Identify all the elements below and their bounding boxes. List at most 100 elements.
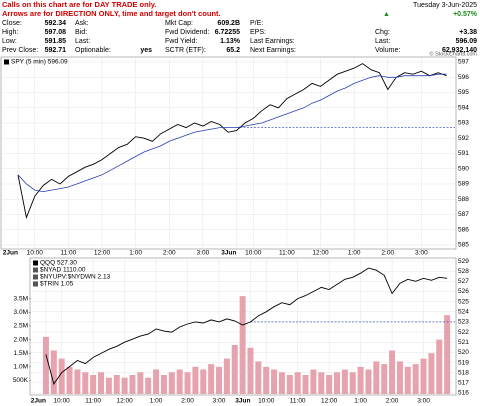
volume-bar — [381, 364, 388, 394]
field-label: High: — [2, 29, 18, 36]
field-value: 596.09 — [456, 38, 478, 45]
volume-bar — [357, 366, 364, 394]
y-tick-label: 590 — [458, 165, 469, 172]
x-tick-label: 12:00 — [116, 398, 133, 405]
volume-bar — [74, 369, 81, 394]
y2-tick-label: 3.5M — [14, 296, 28, 303]
volume-bar — [278, 372, 285, 394]
volume-bar — [436, 339, 443, 394]
field-label: Last Earnings: — [250, 38, 295, 45]
x-tick-label: 10:00 — [258, 398, 275, 405]
y2-tick-label: 500K — [13, 377, 29, 384]
notice: Calls on this chart are for DAY TRADE on… — [2, 0, 156, 9]
x-tick-label: 1:00 — [354, 398, 367, 405]
volume-bar — [176, 369, 183, 394]
volume-bar — [121, 377, 128, 394]
volume-bar — [294, 372, 301, 394]
field-value: 591.85 — [45, 38, 67, 45]
field-label: Volume: — [375, 47, 400, 54]
volume-bar — [271, 369, 278, 394]
field-value: yes — [140, 47, 152, 54]
y2-tick-label: 1.0M — [14, 364, 28, 371]
y-tick-label: 529 — [458, 258, 469, 265]
y-tick-label: 587 — [458, 211, 469, 218]
y-tick-label: 516 — [458, 390, 469, 397]
field-value: 62,932,140 — [442, 47, 477, 54]
x-tick-label: 2:00 — [386, 398, 399, 405]
y-tick-label: 524 — [458, 309, 469, 316]
field-label: Last: — [375, 38, 390, 45]
y2-tick-label: 2.0M — [14, 336, 28, 343]
x-tick-label: 3Jun — [235, 398, 250, 405]
x-tick-label: 11:00 — [290, 398, 306, 405]
volume-bar — [263, 366, 270, 394]
x-tick-label: 1:00 — [129, 250, 142, 257]
field-label: Prev Close: — [2, 47, 38, 54]
y-tick-label: 592 — [458, 135, 469, 142]
brand: © StockCharts.com — [430, 50, 478, 57]
volume-bar — [82, 372, 89, 394]
y2-tick-label: 2.5M — [14, 323, 28, 330]
up-arrow: ▲ — [383, 11, 390, 18]
y-tick-label: 586 — [458, 226, 469, 233]
volume-bar — [50, 350, 57, 394]
moving-average — [17, 73, 447, 193]
field-label: SCTR (ETF): — [165, 47, 206, 54]
field-value: +3.38 — [459, 29, 477, 36]
volume-bar — [42, 336, 49, 394]
x-tick-label: 3:00 — [417, 398, 430, 405]
field-label: Chg: — [375, 29, 390, 36]
field-value: 1.13% — [220, 38, 241, 45]
volume-bar — [318, 372, 325, 394]
date: Tuesday 3-Jun-2025 — [413, 2, 477, 9]
volume-bar — [145, 377, 152, 394]
y-tick-label: 521 — [458, 339, 469, 346]
volume-bar — [160, 374, 167, 394]
field-label: Next Earnings: — [250, 47, 296, 54]
volume-bar — [113, 374, 120, 394]
x-tick-label: 11:00 — [279, 250, 295, 257]
legend-swatch — [33, 274, 38, 280]
x-tick-label: 2:00 — [163, 250, 176, 257]
x-tick-label: 12:00 — [312, 250, 329, 257]
legend-label: $TRIN 1.05 — [40, 281, 74, 288]
y-tick-label: 588 — [458, 196, 469, 203]
x-tick-label: 10:00 — [27, 250, 44, 257]
volume-bar — [428, 353, 435, 394]
y-tick-label: 523 — [458, 319, 469, 326]
field-label: Low: — [2, 38, 17, 45]
volume-bar — [231, 345, 238, 394]
legend-label: QQQ 527.30 — [40, 260, 77, 267]
volume-bar — [396, 361, 403, 394]
x-tick-label: 12:00 — [321, 398, 338, 405]
y-tick-label: 518 — [458, 369, 469, 376]
volume-bar — [129, 374, 136, 394]
field-value: 65.2 — [226, 47, 240, 54]
volume-bar — [412, 364, 419, 394]
volume-bar — [216, 366, 223, 394]
field-label: Close: — [2, 20, 22, 27]
x-tick-label: 11:00 — [60, 250, 76, 257]
price-line — [45, 267, 448, 385]
y-tick-label: 519 — [458, 359, 469, 366]
field-label: Mkt Cap: — [165, 20, 193, 27]
field-label: Fwd Yield: — [165, 38, 197, 45]
x-tick-label: 3Jun — [221, 250, 236, 257]
volume-bar — [255, 361, 262, 394]
field-label: Last: — [75, 38, 90, 45]
volume-bar — [286, 374, 293, 394]
x-tick-label: 11:00 — [85, 398, 101, 405]
field-value: 592.34 — [45, 20, 67, 27]
y-tick-label: 589 — [458, 181, 469, 188]
x-tick-label: 2Jun — [31, 398, 46, 405]
x-tick-label: 3:00 — [197, 250, 210, 257]
volume-bar — [444, 315, 451, 394]
volume-bar — [58, 358, 65, 394]
volume-bar — [137, 372, 144, 394]
x-tick-label: 2:00 — [381, 250, 394, 257]
legend-label: $NYUPV:$NYDWN 2.13 — [40, 274, 111, 281]
y-tick-label: 585 — [458, 242, 469, 249]
volume-bar — [389, 350, 396, 394]
y2-tick-label: 3.0M — [14, 309, 28, 316]
field-label: Optionable: — [75, 47, 111, 54]
